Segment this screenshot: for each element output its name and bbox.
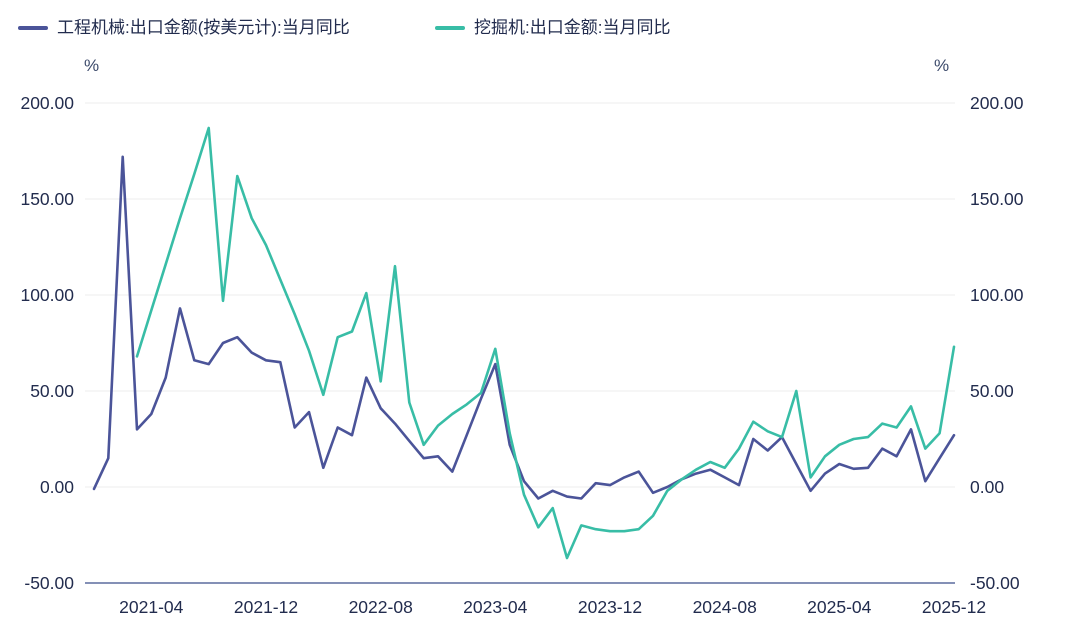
legend-label: 工程机械:出口金额(按美元计):当月同比 [57, 18, 350, 37]
y-axis-tick-left: 100.00 [20, 285, 74, 305]
legend-swatch-blue [18, 26, 48, 30]
x-axis-tick: 2021-04 [119, 597, 183, 617]
y-axis-tick-left: 50.00 [30, 381, 74, 401]
right-axis-unit: % [934, 56, 950, 75]
y-axis-tick-left: 0.00 [40, 477, 74, 497]
x-axis-tick: 2025-12 [922, 597, 986, 617]
legend-item-excavator[interactable]: 挖掘机:出口金额:当月同比 [435, 18, 670, 38]
legend-label: 挖掘机:出口金额:当月同比 [474, 18, 671, 37]
y-axis-tick-right: 0.00 [970, 477, 1004, 497]
series-line-0 [92, 155, 956, 500]
y-axis-tick-left: -50.00 [24, 573, 74, 593]
y-axis-tick-right: -50.00 [970, 573, 1020, 593]
y-axis-tick-right: 150.00 [970, 189, 1024, 209]
x-axis-tick: 2021-12 [234, 597, 298, 617]
left-axis-unit: % [84, 56, 100, 75]
legend-item-engineering-machinery[interactable]: 工程机械:出口金额(按美元计):当月同比 [18, 18, 350, 38]
x-axis-tick: 2023-12 [578, 597, 642, 617]
x-axis-tick: 2023-04 [463, 597, 527, 617]
y-axis-tick-left: 150.00 [20, 189, 74, 209]
x-axis-tick: 2024-08 [693, 597, 757, 617]
x-axis-tick: 2025-04 [807, 597, 871, 617]
y-axis-tick-right: 200.00 [970, 93, 1024, 113]
series-line-1 [135, 126, 956, 560]
x-axis-tick: 2022-08 [349, 597, 413, 617]
legend-swatch-teal [435, 26, 465, 30]
y-axis-tick-left: 200.00 [20, 93, 74, 113]
y-axis-tick-right: 50.00 [970, 381, 1014, 401]
y-axis-tick-right: 100.00 [970, 285, 1024, 305]
